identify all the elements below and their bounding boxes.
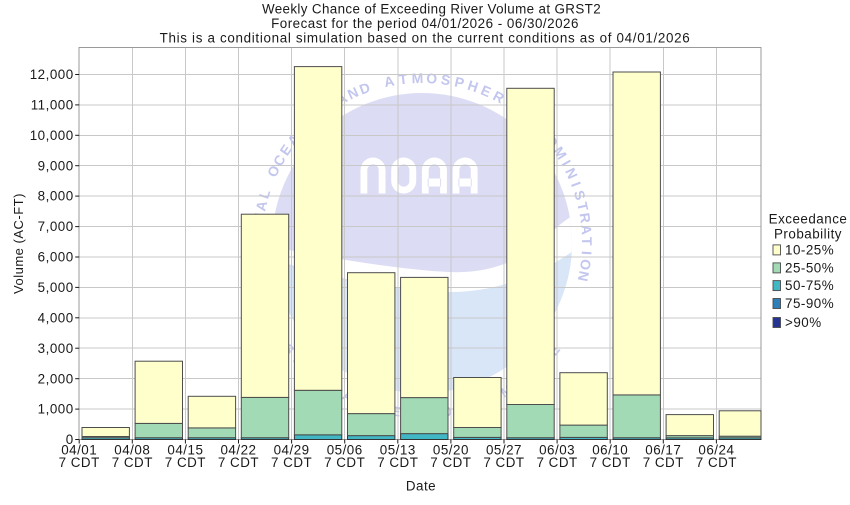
svg-text:06/03: 06/03 [539,443,575,458]
svg-text:This is a conditional simulati: This is a conditional simulation based o… [160,31,691,46]
svg-text:7 CDT: 7 CDT [377,455,418,470]
svg-text:3,000: 3,000 [38,341,74,356]
svg-text:7 CDT: 7 CDT [59,455,100,470]
svg-text:06/24: 06/24 [698,443,734,458]
svg-text:Forecast for the period 04/01/: Forecast for the period 04/01/2026 - 06/… [271,16,579,31]
svg-text:T: T [398,71,409,88]
svg-text:04/15: 04/15 [167,443,203,458]
svg-text:50-75%: 50-75% [785,278,834,293]
svg-text:7 CDT: 7 CDT [324,455,365,470]
svg-text:06/10: 06/10 [592,443,628,458]
svg-text:7 CDT: 7 CDT [218,455,259,470]
svg-text:Weekly Chance of Exceeding Riv: Weekly Chance of Exceeding River Volume … [262,2,601,17]
svg-text:05/27: 05/27 [486,443,522,458]
svg-text:E: E [390,403,401,419]
svg-text:T: T [579,237,595,246]
svg-text:Date: Date [406,479,436,494]
svg-text:11,000: 11,000 [31,98,74,113]
svg-text:05/20: 05/20 [433,443,469,458]
svg-text:7 CDT: 7 CDT [430,455,471,470]
svg-text:7 CDT: 7 CDT [536,455,577,470]
svg-text:05/13: 05/13 [380,443,416,458]
svg-text:7 CDT: 7 CDT [483,455,524,470]
svg-text:Exceedance: Exceedance [769,212,848,227]
svg-text:8,000: 8,000 [38,189,74,204]
svg-text:>90%: >90% [785,315,822,330]
svg-text:75-90%: 75-90% [785,296,834,311]
svg-text:S: S [571,188,589,202]
svg-text:06/17: 06/17 [645,443,681,458]
svg-text:04/01: 04/01 [61,443,97,458]
svg-text:R: R [576,212,593,224]
svg-text:12,000: 12,000 [30,67,74,82]
svg-text:T: T [574,201,592,213]
svg-text:7 CDT: 7 CDT [165,455,206,470]
svg-text:Probability: Probability [774,227,842,242]
svg-text:H: H [466,77,481,95]
svg-text:7 CDT: 7 CDT [643,455,684,470]
svg-text:10-25%: 10-25% [785,243,834,258]
svg-text:04/08: 04/08 [114,443,150,458]
svg-text:4,000: 4,000 [38,310,74,325]
svg-text:7 CDT: 7 CDT [696,455,737,470]
svg-text:A: A [383,72,396,90]
svg-text:6,000: 6,000 [38,250,74,265]
svg-text:Volume (AC-FT): Volume (AC-FT) [11,193,26,294]
svg-text:I: I [579,251,595,256]
svg-text:M: M [411,70,423,86]
svg-text:7 CDT: 7 CDT [590,455,631,470]
svg-text:O: O [426,70,438,87]
svg-text:0: 0 [66,432,74,447]
svg-text:S: S [440,71,452,88]
svg-text:5,000: 5,000 [38,280,74,295]
svg-text:I: I [558,157,574,168]
svg-text:O: O [577,258,594,271]
svg-text:9,000: 9,000 [38,158,74,173]
svg-text:A: A [252,199,270,212]
svg-text:05/06: 05/06 [327,443,363,458]
svg-text:N: N [575,270,593,283]
svg-text:P: P [453,73,466,91]
svg-text:I: I [568,179,584,188]
svg-text:1,000: 1,000 [38,402,74,417]
svg-text:04/29: 04/29 [274,443,310,458]
svg-text:A: A [578,224,595,235]
svg-text:7 CDT: 7 CDT [271,455,312,470]
svg-text:10,000: 10,000 [30,128,74,143]
svg-text:25-50%: 25-50% [785,261,834,276]
svg-text:7 CDT: 7 CDT [112,455,153,470]
svg-text:04/22: 04/22 [220,443,256,458]
svg-text:7,000: 7,000 [38,219,74,234]
svg-text:2,000: 2,000 [38,371,74,386]
